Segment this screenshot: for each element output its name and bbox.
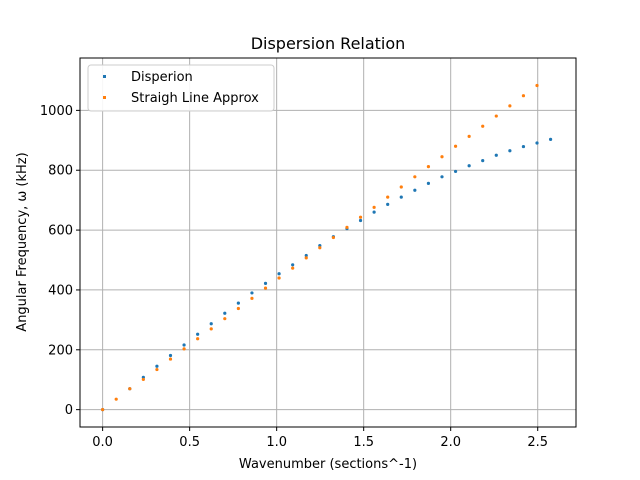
data-point — [440, 175, 444, 179]
y-tick-label: 800 — [48, 164, 73, 179]
chart-title: Dispersion Relation — [251, 34, 406, 53]
series-1 — [101, 83, 539, 412]
data-point — [494, 153, 498, 157]
y-axis-label: Angular Frequency, ω (kHz) — [15, 152, 30, 331]
y-tick-label: 200 — [48, 343, 73, 358]
plot-area-frame — [79, 57, 577, 428]
data-point — [467, 134, 471, 139]
data-point — [182, 343, 186, 347]
data-point — [453, 169, 458, 174]
data-point — [426, 165, 431, 169]
data-point — [250, 291, 254, 295]
data-point — [168, 353, 173, 358]
legend-marker-disperion — [103, 75, 106, 78]
legend-label-straight-line-approx: Straigh Line Approx — [131, 91, 259, 106]
data-point — [548, 137, 553, 142]
data-point — [318, 246, 322, 250]
data-point — [426, 181, 431, 185]
data-point — [114, 397, 118, 401]
data-point — [521, 144, 526, 149]
data-point — [236, 301, 240, 305]
data-point — [345, 225, 349, 229]
data-point — [128, 387, 132, 391]
data-point — [386, 195, 390, 199]
data-point — [209, 327, 213, 331]
series-0 — [101, 137, 553, 412]
x-tick-label: 0.0 — [92, 435, 113, 450]
data-point — [196, 337, 200, 341]
data-point — [372, 205, 376, 209]
grid-lines — [80, 58, 576, 427]
data-point — [196, 332, 200, 336]
y-tick-label: 600 — [48, 224, 73, 239]
data-point — [304, 256, 308, 260]
x-tick-label: 0.5 — [179, 435, 200, 450]
y-tick-label: 400 — [48, 283, 73, 298]
data-point — [236, 306, 240, 311]
data-point — [291, 263, 295, 267]
data-point — [155, 364, 159, 368]
data-point — [386, 202, 390, 206]
x-tick-label: 2.5 — [527, 435, 548, 450]
x-tick-label: 2.0 — [440, 435, 461, 450]
data-point — [263, 286, 268, 290]
y-tick-label: 1000 — [40, 104, 73, 119]
data-point — [467, 164, 471, 168]
x-axis-ticks: 0.0 0.5 1.0 1.5 2.0 2.5 — [92, 427, 548, 450]
x-axis-label: Wavenumber (sections^-1) — [239, 457, 417, 472]
y-tick-label: 0 — [65, 403, 73, 418]
data-point — [508, 149, 512, 153]
data-point — [453, 144, 458, 148]
data-point — [250, 296, 254, 300]
data-point — [101, 408, 105, 412]
data-point — [399, 195, 403, 199]
data-point — [521, 94, 526, 98]
x-tick-label: 1.5 — [353, 435, 374, 450]
data-point — [440, 155, 444, 159]
legend-label-disperion: Disperion — [131, 70, 193, 85]
data-point — [168, 357, 173, 361]
data-point — [182, 347, 186, 351]
data-point — [481, 159, 485, 163]
data-point — [399, 185, 403, 189]
x-tick-label: 1.0 — [266, 435, 287, 450]
data-point — [413, 188, 417, 192]
data-point — [223, 311, 227, 315]
data-point — [372, 210, 376, 214]
data-point — [413, 175, 417, 179]
data-point — [263, 281, 268, 285]
data-point — [304, 253, 308, 258]
legend: Disperion Straigh Line Approx — [87, 64, 275, 112]
data-point — [535, 141, 539, 145]
data-point — [223, 317, 227, 321]
data-point — [331, 235, 335, 240]
data-point — [481, 124, 485, 128]
data-point — [141, 377, 145, 382]
data-point — [209, 322, 213, 326]
y-axis-ticks: 0 200 400 600 800 1000 — [40, 104, 80, 418]
data-point — [277, 272, 281, 276]
data-point — [358, 218, 363, 223]
data-point — [494, 114, 498, 118]
legend-box — [87, 64, 275, 112]
data-point — [508, 104, 512, 108]
data-point — [535, 83, 539, 88]
legend-marker-straight-line-approx — [103, 96, 106, 99]
data-point — [155, 367, 159, 372]
data-point — [358, 215, 363, 219]
data-point — [291, 266, 295, 270]
data-point — [277, 276, 281, 280]
data-points — [101, 83, 553, 412]
